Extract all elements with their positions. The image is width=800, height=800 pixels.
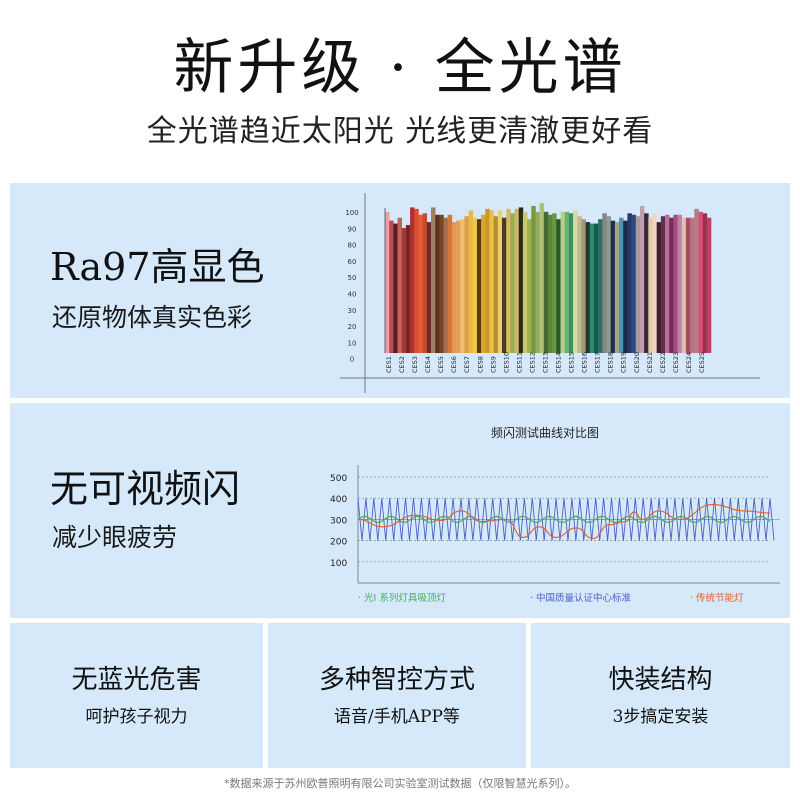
feature-subheading: 还原物体真实色彩 <box>52 303 253 332</box>
header: 新升级 · 全光谱 全光谱趋近太阳光 光线更清澈更好看 <box>0 0 800 180</box>
card-subheading: 3步搞定安装 <box>612 707 709 727</box>
svg-text:40: 40 <box>348 291 357 299</box>
svg-text:CES15: CES15 <box>568 352 576 373</box>
svg-text:CES4: CES4 <box>424 356 432 373</box>
page-title: 新升级 · 全光谱 <box>173 33 627 103</box>
flicker-line-chart: 频闪测试曲线对比图 500 400 300 200 100 · 光I 系列灯具吸顶灯 · 中国… <box>330 425 780 604</box>
svg-text:80: 80 <box>348 242 357 250</box>
svg-text:20: 20 <box>348 323 357 331</box>
svg-text:200: 200 <box>330 538 347 548</box>
svg-text:CES18: CES18 <box>607 352 615 373</box>
svg-text:CES25: CES25 <box>698 352 706 373</box>
svg-text:CES9: CES9 <box>489 356 497 373</box>
card-heading: 多种智控方式 <box>318 665 475 695</box>
card-heading: 无蓝光危害 <box>71 665 202 695</box>
svg-text:· 光I 系列灯具吸顶灯: · 光I 系列灯具吸顶灯 <box>358 592 446 604</box>
svg-text:CES14: CES14 <box>555 352 563 373</box>
svg-text:CES23: CES23 <box>672 352 680 373</box>
svg-text:0: 0 <box>350 356 354 364</box>
svg-text:频闪测试曲线对比图: 频闪测试曲线对比图 <box>491 425 599 440</box>
svg-text:400: 400 <box>330 495 347 505</box>
feature-card-blue-light: 无蓝光危害 呵护孩子视力 <box>10 623 263 768</box>
svg-text:CES11: CES11 <box>515 352 523 373</box>
svg-text:CES10: CES10 <box>502 352 510 373</box>
svg-text:CES17: CES17 <box>594 352 602 373</box>
svg-text:CES8: CES8 <box>476 356 484 373</box>
svg-text:CES16: CES16 <box>581 352 589 373</box>
svg-text:CES7: CES7 <box>463 356 471 373</box>
svg-text:CES1: CES1 <box>385 356 393 373</box>
feature-card-quick-install: 快装结构 3步搞定安装 <box>531 623 790 768</box>
feature-heading: Ra97高显色 <box>50 245 265 289</box>
svg-text:CES19: CES19 <box>620 352 628 373</box>
svg-text:CES12: CES12 <box>528 352 536 373</box>
svg-text:· 中国质量认证中心标准: · 中国质量认证中心标准 <box>530 592 632 604</box>
svg-text:CES6: CES6 <box>450 356 458 373</box>
svg-text:500: 500 <box>330 474 347 484</box>
svg-text:100: 100 <box>330 559 347 569</box>
svg-text:60: 60 <box>348 258 357 266</box>
svg-text:300: 300 <box>330 516 347 526</box>
svg-text:CES13: CES13 <box>541 352 549 373</box>
feature-subheading: 减少眼疲劳 <box>52 523 178 552</box>
svg-text:· 传统节能灯: · 传统节能灯 <box>690 592 744 604</box>
svg-text:CES2: CES2 <box>398 356 406 373</box>
svg-text:CES24: CES24 <box>685 352 693 373</box>
svg-text:CES5: CES5 <box>437 356 445 373</box>
svg-text:CES22: CES22 <box>659 352 667 373</box>
svg-text:50: 50 <box>348 274 357 282</box>
card-heading: 快装结构 <box>608 665 713 695</box>
card-subheading: 呵护孩子视力 <box>85 707 188 727</box>
svg-text:CES20: CES20 <box>633 352 641 373</box>
feature-panel-flicker: 无可视频闪 减少眼疲劳 频闪测试曲线对比图 500 400 300 200 100 · 光I… <box>10 403 790 618</box>
feature-panel-color-rendering: Ra97高显色 还原物体真实色彩 100 90 80 60 50 40 30 20 10 0 CES… <box>10 183 790 398</box>
feature-card-smart-control: 多种智控方式 语音/手机APP等 <box>268 623 526 768</box>
svg-text:CES3: CES3 <box>411 356 419 373</box>
page-subtitle: 全光谱趋近太阳光 光线更清澈更好看 <box>146 114 654 149</box>
svg-text:30: 30 <box>348 307 357 315</box>
svg-text:CES21: CES21 <box>646 352 654 373</box>
card-subheading: 语音/手机APP等 <box>334 707 460 727</box>
feature-heading: 无可视频闪 <box>50 467 241 511</box>
svg-text:100: 100 <box>345 209 358 217</box>
svg-text:90: 90 <box>348 225 357 233</box>
footnote: *数据来源于苏州欧普照明有限公司实验室测试数据（仅限智慧光系列）。 <box>224 777 576 790</box>
svg-text:10: 10 <box>348 339 357 347</box>
